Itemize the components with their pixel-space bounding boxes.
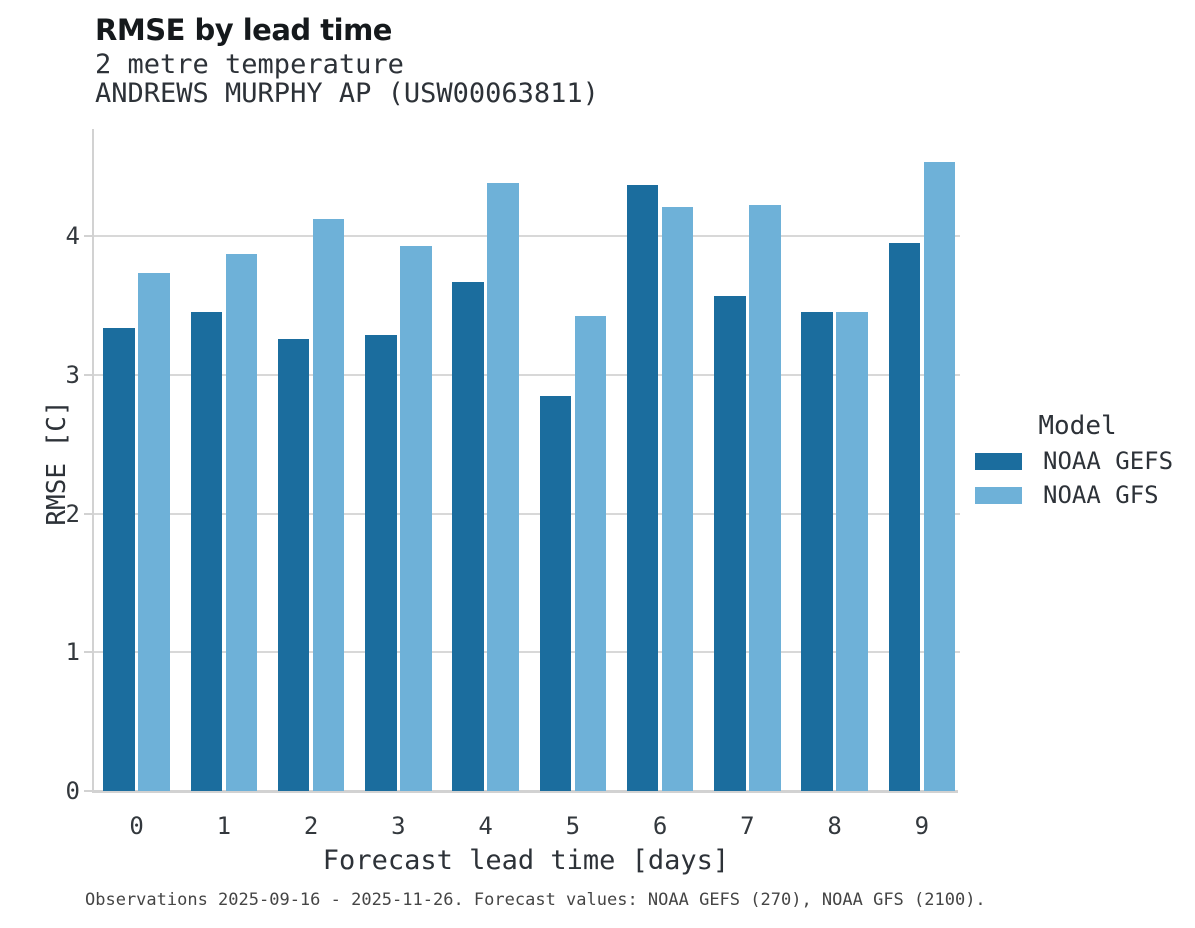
x-tick-label-5: 5 <box>565 812 581 840</box>
legend: Model NOAA GEFS NOAA GFS <box>975 411 1180 509</box>
chart-subtitle-station: ANDREWS MURPHY AP (USW00063811) <box>95 78 599 109</box>
y-tick-mark-4 <box>84 235 93 237</box>
y-tick-label-0: 0 <box>65 777 80 805</box>
bar-day5-gefs <box>539 395 572 791</box>
bar-day7-gefs <box>714 295 746 791</box>
y-axis-title: RMSE [C] <box>42 400 72 526</box>
legend-entry-label: NOAA GFS <box>1043 481 1159 509</box>
x-tick-label-2: 2 <box>303 812 319 840</box>
x-tick-label-4: 4 <box>478 812 493 840</box>
bar-day1-gefs <box>190 312 223 791</box>
x-axis-title: Forecast lead time [days] <box>322 845 730 876</box>
y-tick-mark-3 <box>84 373 93 376</box>
x-tick-label-1: 1 <box>216 812 232 840</box>
bar-day2-gfs <box>312 219 345 791</box>
x-tick-label-3: 3 <box>391 812 406 840</box>
legend-entry-noaa-gfs: NOAA GFS <box>975 481 1180 509</box>
bar-day6-gefs <box>626 184 659 791</box>
y-tick-mark-0 <box>84 790 93 792</box>
x-axis-baseline <box>92 790 958 793</box>
y-tick-label-2: 2 <box>65 499 80 528</box>
bar-day9-gefs <box>888 242 921 791</box>
bar-day8-gfs <box>836 312 868 791</box>
y-axis-spine <box>92 129 94 793</box>
x-tick-label-7: 7 <box>740 812 755 840</box>
y-tick-label-4: 4 <box>65 222 80 250</box>
y-tick-mark-2 <box>84 512 93 515</box>
bar-day7-gfs <box>749 205 781 791</box>
chart-title: RMSE by lead time <box>95 13 392 47</box>
x-tick-label-6: 6 <box>652 812 668 840</box>
bar-day1-gfs <box>225 254 258 791</box>
bar-day9-gfs <box>923 162 956 791</box>
x-tick-label-9: 9 <box>914 812 930 840</box>
legend-entries: NOAA GEFS NOAA GFS <box>975 447 1180 509</box>
x-tick-label-8: 8 <box>827 812 842 840</box>
bar-day2-gefs <box>277 338 310 791</box>
legend-entry-label: NOAA GEFS <box>1043 447 1174 475</box>
bar-day0-gefs <box>103 327 135 791</box>
y-tick-label-3: 3 <box>65 360 80 389</box>
bar-day4-gfs <box>487 183 519 791</box>
bar-day8-gefs <box>801 312 833 791</box>
footer-caption: Observations 2025-09-16 - 2025-11-26. Fo… <box>85 890 986 910</box>
gridline-y3 <box>94 373 960 376</box>
legend-entry-noaa-gefs: NOAA GEFS <box>975 447 1180 475</box>
bar-day5-gfs <box>574 316 607 791</box>
legend-swatch-icon <box>975 452 1022 470</box>
bar-day3-gefs <box>365 334 397 791</box>
bar-day4-gefs <box>452 281 484 791</box>
bar-day3-gfs <box>400 245 432 791</box>
bar-day6-gfs <box>661 206 694 791</box>
y-tick-mark-1 <box>84 651 93 654</box>
legend-title: Model <box>1038 411 1117 441</box>
gridline-y2 <box>94 512 960 515</box>
x-tick-label-0: 0 <box>129 812 144 840</box>
y-tick-label-1: 1 <box>65 638 80 667</box>
gridline-y4 <box>94 235 960 237</box>
chart-subtitle-variable: 2 metre temperature <box>95 49 404 80</box>
legend-swatch-icon <box>975 486 1022 504</box>
gridline-y1 <box>94 651 960 654</box>
bar-day0-gfs <box>138 273 170 791</box>
